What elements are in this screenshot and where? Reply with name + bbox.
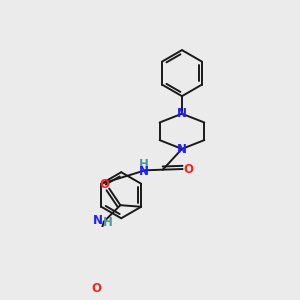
Text: O: O [183, 163, 194, 176]
Text: O: O [92, 282, 102, 295]
Text: H: H [103, 216, 112, 229]
Text: H: H [139, 158, 148, 171]
Text: N: N [139, 165, 148, 178]
Text: N: N [177, 143, 187, 156]
Text: N: N [93, 214, 103, 227]
Text: O: O [99, 178, 110, 191]
Text: N: N [177, 107, 187, 120]
